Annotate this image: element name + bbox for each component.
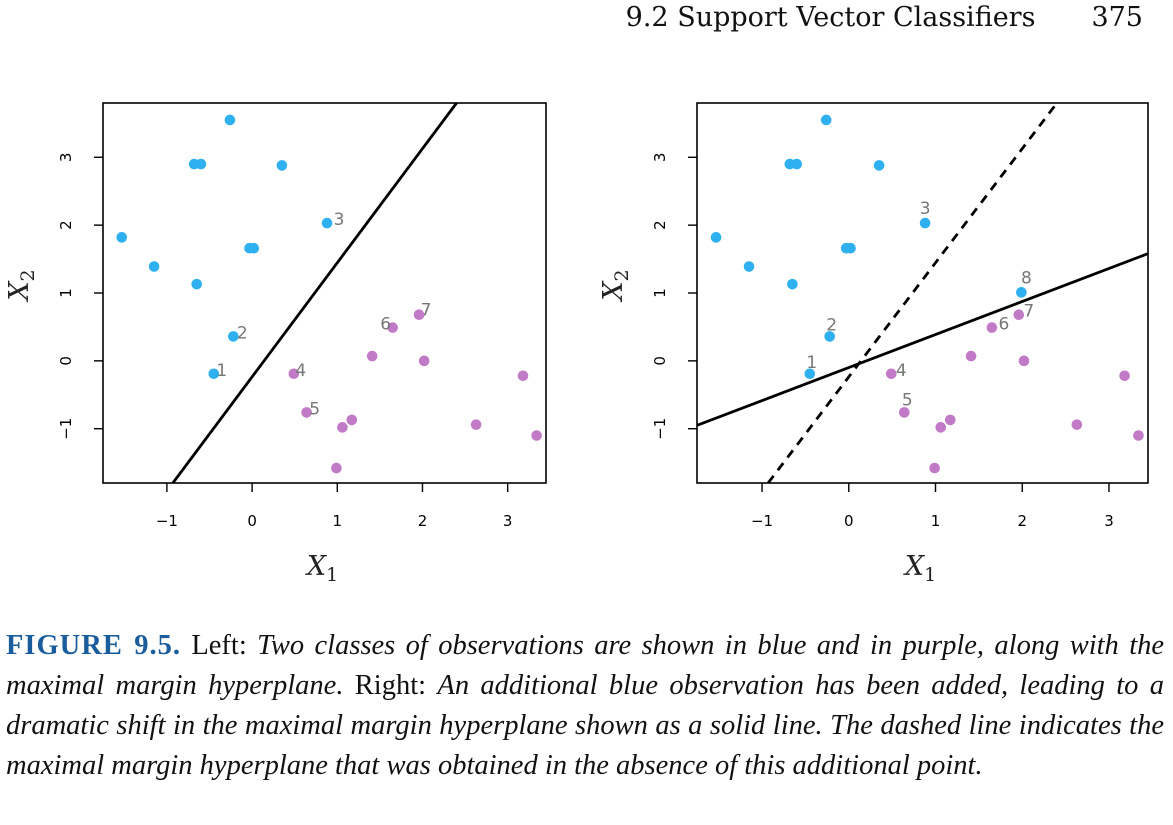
point-label: 2 <box>826 315 837 335</box>
purple-observation-point <box>1013 309 1025 321</box>
purple-observation-point <box>986 322 998 333</box>
point-label: 4 <box>295 361 306 381</box>
blue-observation-point <box>845 242 856 254</box>
point-label: 1 <box>806 353 817 373</box>
x-tick-label: 1 <box>931 512 941 530</box>
x-axis-label: X1 <box>305 551 338 586</box>
blue-observation-point <box>321 217 333 229</box>
purple-observation-point <box>1071 419 1083 430</box>
blue-observation-point <box>1016 287 1027 298</box>
dashed-hyperplane-line <box>767 103 1059 483</box>
point-label: 1 <box>216 361 227 381</box>
y-tick-label: 3 <box>651 153 669 163</box>
point-label: 3 <box>334 210 345 230</box>
purple-observation-point <box>331 462 342 474</box>
x-tick-label: −1 <box>751 512 773 530</box>
blue-observation-point <box>791 158 803 170</box>
caption-right-text: An additional blue observation has been … <box>6 670 1164 781</box>
y-tick-label: 1 <box>57 288 75 298</box>
figure-label: FIGURE 9.5. <box>6 630 181 661</box>
blue-observation-point <box>276 160 288 171</box>
y-tick-label: 3 <box>57 153 75 163</box>
blue-observation-point <box>743 261 755 272</box>
purple-observation-point <box>1133 430 1144 441</box>
y-tick-label: −1 <box>651 418 669 440</box>
blue-observation-point <box>116 232 128 243</box>
x-tick-label: −1 <box>156 512 178 530</box>
x-tick-label: 0 <box>247 512 257 530</box>
x-tick-label: 2 <box>1017 512 1027 530</box>
point-label: 2 <box>237 323 248 343</box>
caption-left-word: Left: <box>191 630 247 661</box>
purple-observation-point <box>470 419 482 430</box>
y-tick-label: 2 <box>651 220 669 230</box>
blue-observation-point <box>710 232 722 243</box>
y-axis-label: X2 <box>4 269 39 302</box>
point-label: 8 <box>1021 268 1032 288</box>
y-tick-label: 2 <box>57 220 75 230</box>
blue-observation-point <box>873 160 885 171</box>
blue-observation-point <box>820 114 832 126</box>
purple-observation-point <box>366 350 378 362</box>
point-label: 7 <box>421 301 432 321</box>
purple-observation-point <box>387 322 398 333</box>
x-tick-label: 1 <box>333 512 343 530</box>
x-axis-label: X1 <box>903 551 936 586</box>
point-label: 6 <box>380 315 391 335</box>
purple-observation-point <box>517 370 529 382</box>
point-label: 7 <box>1023 302 1034 322</box>
x-tick-label: 2 <box>418 512 428 530</box>
blue-observation-point <box>148 261 160 272</box>
purple-observation-point <box>935 422 947 433</box>
point-label: 6 <box>998 315 1009 335</box>
y-tick-label: 0 <box>57 356 75 366</box>
blue-observation-point <box>804 368 816 380</box>
purple-observation-point <box>413 309 425 321</box>
purple-observation-point <box>1119 370 1130 382</box>
purple-observation-point <box>898 407 910 418</box>
point-label: 3 <box>920 199 931 219</box>
x-tick-label: 3 <box>1104 512 1114 530</box>
y-tick-label: −1 <box>57 418 75 440</box>
section-title: 9.2 Support Vector Classifiers <box>625 2 1036 33</box>
blue-observation-point <box>224 114 236 126</box>
blue-observation-point <box>919 217 931 229</box>
caption-left-text: Two classes of observations are shown in… <box>6 630 1165 701</box>
purple-observation-point <box>965 350 977 362</box>
blue-observation-point <box>787 278 798 290</box>
y-axis-label: X2 <box>598 269 633 302</box>
page-number: 375 <box>1091 2 1143 33</box>
purple-observation-point <box>301 407 312 418</box>
purple-observation-point <box>944 414 956 426</box>
purple-observation-point <box>531 430 542 441</box>
purple-observation-point <box>337 422 348 433</box>
purple-observation-point <box>288 368 300 380</box>
blue-observation-point <box>208 368 220 380</box>
solid-hyperplane-line <box>171 103 458 483</box>
blue-observation-point <box>824 331 835 342</box>
x-tick-label: 3 <box>503 512 513 530</box>
y-tick-label: 1 <box>651 288 669 298</box>
point-label: 5 <box>309 399 320 419</box>
point-label: 5 <box>902 390 913 410</box>
blue-observation-point <box>191 278 203 290</box>
purple-observation-point <box>346 414 358 426</box>
purple-observation-point <box>885 368 897 380</box>
figure-caption: FIGURE 9.5. Left: Two classes of observa… <box>6 626 1164 786</box>
point-label: 4 <box>896 361 907 381</box>
x-tick-label: 0 <box>844 512 854 530</box>
purple-observation-point <box>418 355 430 367</box>
caption-right-word: Right: <box>354 670 427 701</box>
running-head: 9.2 Support Vector Classifiers 375 <box>626 2 1143 33</box>
blue-observation-point <box>248 242 260 254</box>
blue-observation-point <box>195 158 207 170</box>
blue-observation-point <box>228 331 239 342</box>
purple-observation-point <box>1018 355 1030 367</box>
purple-observation-point <box>929 462 940 474</box>
solid-hyperplane-line <box>697 252 1148 427</box>
y-tick-label: 0 <box>651 356 669 366</box>
